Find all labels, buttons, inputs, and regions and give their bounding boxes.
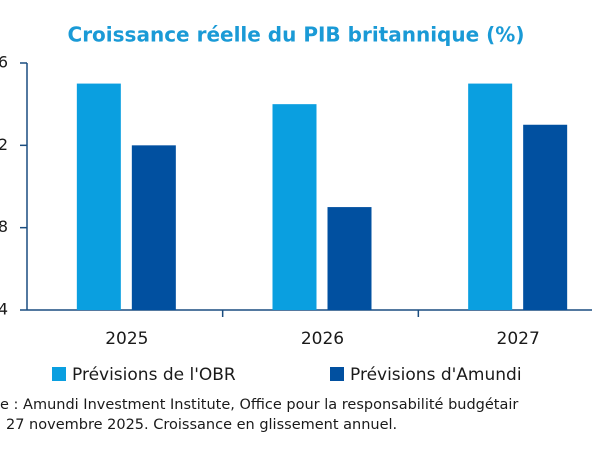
- y-tick-label: 0,4: [0, 300, 8, 319]
- legend-swatch: [330, 367, 344, 381]
- y-tick-label: 1,2: [0, 135, 8, 154]
- bar: [272, 104, 317, 311]
- bar: [468, 83, 513, 310]
- bar: [131, 145, 176, 310]
- y-tick-label: 1,6: [0, 53, 8, 72]
- chart-title: Croissance réelle du PIB britannique (%): [68, 23, 525, 47]
- legend-label: Prévisions d'Amundi: [350, 365, 522, 385]
- bar: [327, 207, 372, 310]
- legend-swatch: [52, 367, 66, 381]
- legend-label: Prévisions de l'OBR: [72, 365, 236, 385]
- bar: [523, 124, 568, 310]
- y-tick-label: 0,8: [0, 217, 8, 236]
- bar: [76, 83, 121, 310]
- x-tick-label: 2027: [497, 329, 540, 349]
- source-note: e : Amundi Investment Institute, Office …: [0, 397, 518, 413]
- source-note: 27 novembre 2025. Croissance en glisseme…: [6, 417, 397, 433]
- x-tick-label: 2026: [301, 329, 344, 349]
- x-tick-label: 2025: [105, 329, 148, 349]
